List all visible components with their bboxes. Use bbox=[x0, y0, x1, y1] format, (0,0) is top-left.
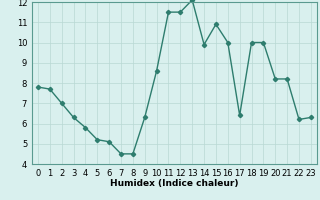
X-axis label: Humidex (Indice chaleur): Humidex (Indice chaleur) bbox=[110, 179, 239, 188]
